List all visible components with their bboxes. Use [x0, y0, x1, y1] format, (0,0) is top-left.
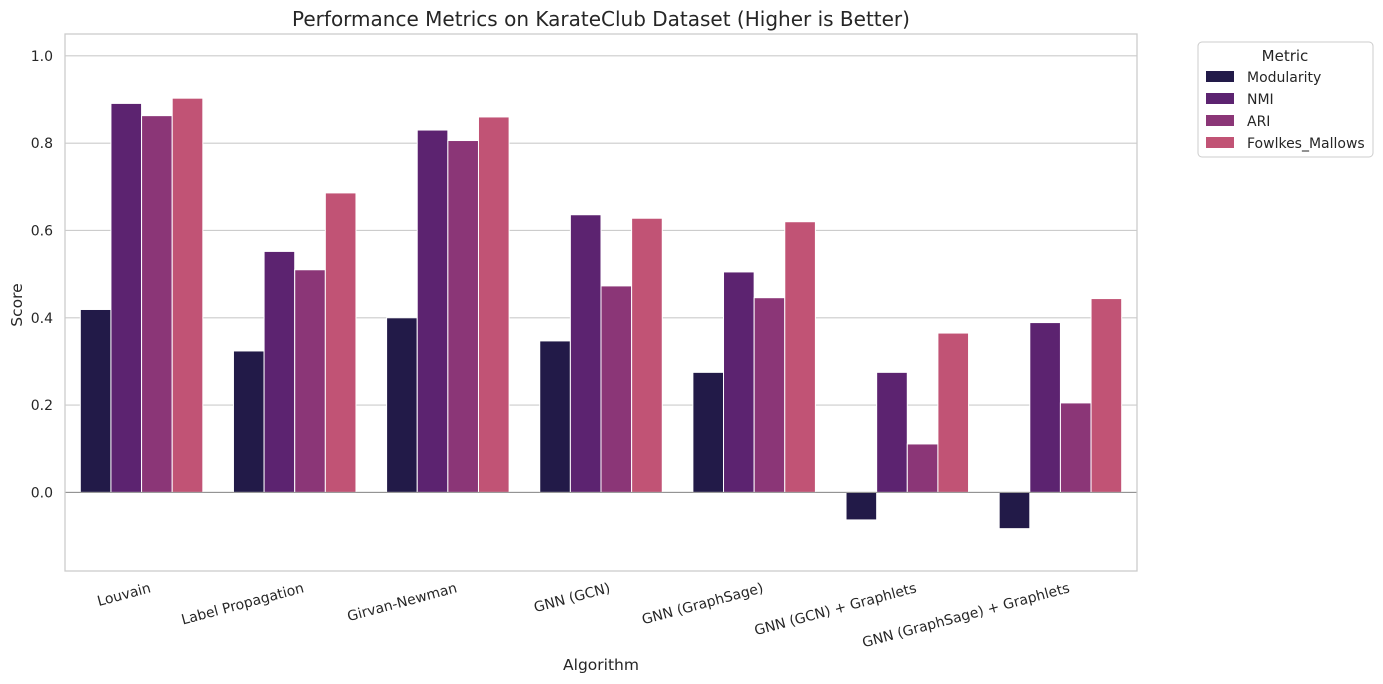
legend-label: Fowlkes_Mallows [1247, 136, 1365, 152]
y-tick-label: 0.2 [31, 398, 53, 414]
chart-title: Performance Metrics on KarateClub Datase… [292, 7, 910, 31]
plot-frame [64, 33, 1138, 572]
legend-label: Modularity [1247, 70, 1321, 86]
y-tick-label: 0.6 [31, 223, 53, 239]
bar [263, 250, 296, 493]
legend-label: ARI [1247, 114, 1270, 130]
bar [906, 443, 939, 493]
bar [386, 317, 418, 493]
legend-label: NMI [1247, 92, 1274, 108]
legend-swatch [1206, 137, 1234, 148]
bar [539, 340, 571, 493]
y-tick-labels: 0.0 0.2 0.4 0.6 0.8 1.0 [31, 49, 53, 502]
bar [876, 371, 908, 493]
bar [79, 308, 112, 493]
legend-items: Modularity NMI ARI Fowlkes_Mallows [1206, 70, 1365, 152]
y-tick-label: 0.8 [31, 136, 53, 152]
y-tick-label: 1.0 [31, 49, 53, 65]
legend-swatch [1206, 93, 1234, 104]
legend-box [1197, 41, 1374, 158]
bar [937, 332, 970, 493]
legend-swatch [1206, 115, 1234, 126]
bar [1059, 402, 1092, 493]
legend-swatch [1206, 71, 1234, 82]
bar [569, 214, 602, 493]
bar [1029, 322, 1061, 493]
bar [110, 102, 143, 493]
bar [447, 140, 479, 493]
bar [141, 115, 173, 493]
legend: Metric Modularity NMI ARI Fowlkes_Mallows [1197, 41, 1374, 158]
y-axis-label: Score [8, 283, 26, 326]
bar [294, 269, 326, 493]
bar [631, 217, 663, 493]
bars [79, 97, 1123, 530]
bar [324, 192, 357, 493]
x-axis-label: Algorithm [563, 656, 639, 674]
bar [784, 221, 816, 493]
bar [600, 285, 633, 493]
bar [477, 116, 510, 493]
bar [753, 297, 786, 493]
legend-title: Metric [1262, 47, 1309, 65]
bar [171, 97, 204, 493]
bar [998, 491, 1031, 530]
bar [723, 271, 755, 493]
bar [416, 129, 449, 493]
bar [1090, 298, 1123, 493]
y-tick-label: 0.0 [31, 485, 53, 501]
bar [845, 491, 878, 521]
y-tick-label: 0.4 [31, 311, 53, 327]
bar [232, 350, 265, 493]
bar [692, 371, 725, 493]
